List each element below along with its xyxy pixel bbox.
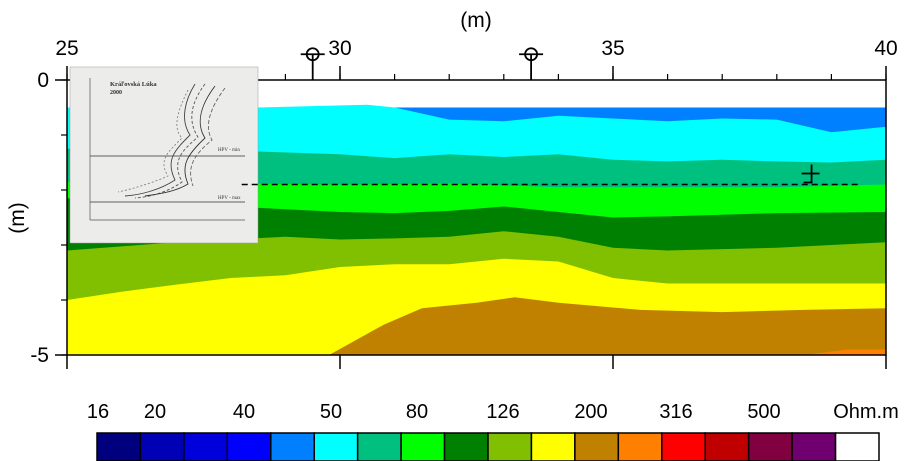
borehole-marker [300,47,325,80]
colorbar-label: 200 [574,401,607,423]
inset-hpv-max-label: HPV - max [218,196,241,201]
colorbar [96,432,880,461]
colorbar-swatch [356,432,402,461]
colorbar-label: 80 [406,401,428,423]
colorbar-swatch [183,432,229,461]
layer-9 [804,349,886,355]
colorbar-swatch [139,432,185,461]
colorbar-swatch [443,432,489,461]
colorbar-label: 500 [747,401,780,423]
colorbar-swatch [226,432,272,461]
inset-curve-5 [117,89,189,193]
colorbar-label: 16 [87,401,109,423]
water-level-triangle [803,164,813,184]
colorbar-unit: Ohm.m [833,401,899,423]
colorbar-label: 50 [320,401,342,423]
inset-title: Kráľovská Lúka [110,81,157,88]
markers [241,47,859,186]
colorbar-label: 40 [233,401,255,423]
colorbar-labels: 16 20 40 50 80 126 200 316 500 [87,401,781,423]
axes: 25 30 35 40 0 -5 [30,37,898,369]
y-axis-label: (m) [6,202,29,233]
colorbar-swatch [313,432,359,461]
inset-background [69,66,259,244]
y-tick-label: -5 [30,344,49,367]
colorbar-swatch [617,432,663,461]
x-axis-label: (m) [460,9,491,32]
plot-frame [66,79,887,356]
x-tick-label: 30 [328,37,351,60]
inset-subtitle: 2000 [110,90,122,96]
inset-curve-1 [124,83,196,197]
colorbar-swatch [400,432,446,461]
inset-graph: Kráľovská Lúka 2000 HPV - min HPV - max [69,66,259,244]
colorbar-swatch [747,432,793,461]
colorbar-swatch [530,432,576,461]
x-tick-label: 40 [874,37,897,60]
inset-hpv-min-label: HPV - min [218,148,240,153]
inset-curve-4 [190,87,226,187]
colorbar-swatch [661,432,706,461]
colorbar-swatch [270,432,315,461]
colorbar-swatch [574,432,620,461]
colorbar-label: 20 [144,401,166,423]
borehole-marker [519,47,544,80]
colorbar-swatch [704,432,750,461]
colorbar-swatch [834,432,880,461]
colorbar-swatch [791,432,837,461]
x-tick-label: 25 [55,37,78,60]
colorbar-label: 126 [486,401,519,423]
x-tick-label: 35 [601,37,624,60]
colorbar-swatch [96,432,142,461]
resistivity-layers [67,104,887,355]
water-level-symbol [801,164,820,184]
y-tick-label: 0 [37,69,49,92]
colorbar-label: 316 [659,401,692,423]
inset-curve-3 [144,85,216,197]
layer-8 [329,297,887,355]
colorbar-swatch [487,432,533,461]
